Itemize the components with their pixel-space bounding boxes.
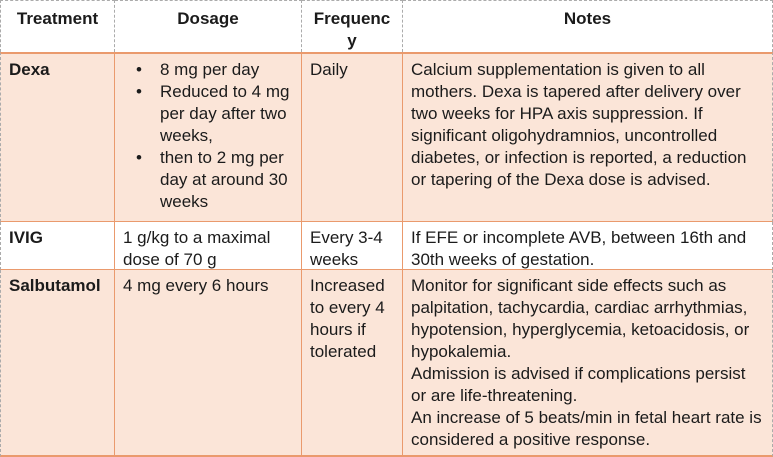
cell-dosage-dexa: 8 mg per day Reduced to 4 mg per day aft… (115, 52, 302, 222)
dosage-bullet-item: 8 mg per day (123, 59, 293, 81)
cell-frequency-ivig: Every 3-4 weeks (302, 222, 403, 270)
cell-treatment-salbutamol: Salbutamol (0, 270, 115, 457)
cell-notes-dexa: Calcium supplementation is given to all … (403, 52, 773, 222)
notes-paragraph: Monitor for significant side effects suc… (411, 276, 750, 361)
dosage-bullet-list: 8 mg per day Reduced to 4 mg per day aft… (123, 59, 293, 213)
notes-paragraph: If EFE or incomplete AVB, between 16th a… (411, 228, 747, 269)
header-notes: Notes (403, 0, 773, 52)
header-treatment: Treatment (0, 0, 115, 52)
cell-notes-salbutamol: Monitor for significant side effects suc… (403, 270, 773, 457)
cell-treatment-dexa: Dexa (0, 52, 115, 222)
cell-frequency-salbutamol: Increased to every 4 hours if tolerated (302, 270, 403, 457)
dosage-bullet-item: Reduced to 4 mg per day after two weeks, (123, 81, 293, 147)
cell-dosage-ivig: 1 g/kg to a maximal dose of 70 g (115, 222, 302, 270)
notes-paragraph: Admission is advised if complications pe… (411, 364, 746, 405)
notes-paragraph: Calcium supplementation is given to all … (411, 60, 747, 189)
header-frequency: Frequency (302, 0, 403, 52)
dosage-bullet-item: then to 2 mg per day at around 30 weeks (123, 147, 293, 213)
cell-treatment-ivig: IVIG (0, 222, 115, 270)
cell-frequency-dexa: Daily (302, 52, 403, 222)
cell-notes-ivig: If EFE or incomplete AVB, between 16th a… (403, 222, 773, 270)
header-dosage: Dosage (115, 0, 302, 52)
cell-dosage-salbutamol: 4 mg every 6 hours (115, 270, 302, 457)
notes-paragraph: An increase of 5 beats/min in fetal hear… (411, 408, 762, 449)
